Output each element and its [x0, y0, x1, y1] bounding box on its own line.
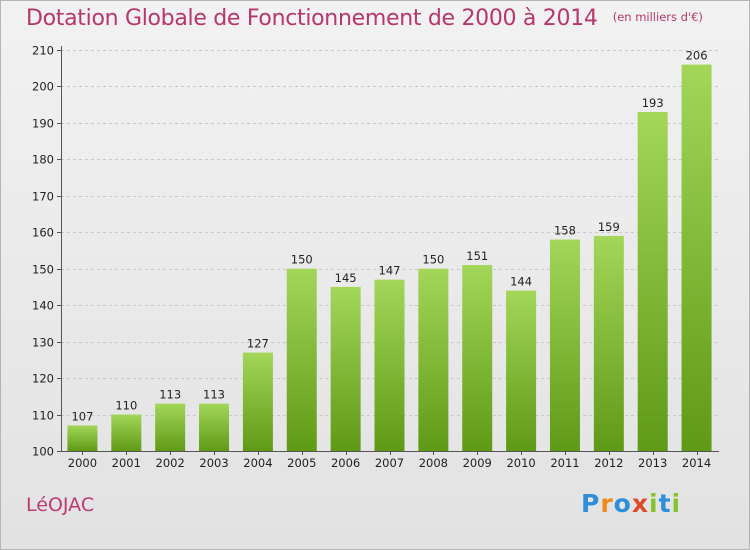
bar — [637, 111, 668, 452]
bar — [155, 403, 186, 451]
bar-value-label: 158 — [554, 224, 576, 238]
bar — [462, 265, 493, 451]
x-tick-label: 2007 — [375, 456, 404, 470]
logo-letter: r — [600, 489, 614, 518]
x-tick-label: 2011 — [550, 456, 579, 470]
logo-letter: i — [649, 489, 659, 518]
x-tick-label: 2000 — [68, 456, 97, 470]
bar-value-label: 127 — [247, 337, 269, 351]
x-tick-label: 2006 — [331, 456, 360, 470]
x-tick-label: 2009 — [463, 456, 492, 470]
y-tick-label: 190 — [32, 117, 54, 131]
bars — [67, 64, 712, 452]
x-tick-label: 2010 — [506, 456, 535, 470]
bar-value-label: 206 — [686, 49, 708, 63]
bar — [67, 425, 98, 451]
bar — [681, 64, 712, 451]
chart-title-unit: (en milliers d'€) — [612, 10, 703, 24]
logo-letter: P — [581, 489, 601, 518]
chart-title: Dotation Globale de Fonctionnement de 20… — [26, 6, 703, 31]
y-tick-label: 130 — [32, 336, 54, 350]
x-tick-label: 2008 — [419, 456, 448, 470]
bar-value-label: 147 — [379, 264, 401, 278]
y-tick-label: 150 — [32, 263, 54, 277]
y-tick-label: 140 — [32, 299, 54, 313]
y-tick-label: 100 — [32, 445, 54, 459]
commune-name: LéOJAC — [26, 494, 95, 516]
bar-value-label: 193 — [642, 96, 664, 110]
bar — [593, 235, 624, 451]
logo-letter: x — [631, 489, 649, 518]
chart-title-main: Dotation Globale de Fonctionnement de 20… — [26, 6, 598, 31]
y-tick-label: 180 — [32, 153, 54, 167]
bar — [374, 279, 405, 451]
y-tick-label: 160 — [32, 226, 54, 240]
bar-value-label: 145 — [335, 271, 357, 285]
bar — [549, 239, 580, 451]
bar-value-label: 150 — [422, 253, 444, 267]
bar — [330, 286, 361, 451]
bar — [286, 268, 317, 451]
axes — [57, 46, 719, 455]
bar-value-label: 113 — [159, 388, 181, 402]
bar-value-label: 110 — [115, 399, 137, 413]
labels: 100 110 120 130 140 150 160 170 180 190 200 210 107 2… — [32, 44, 711, 471]
bar-value-label: 150 — [291, 253, 313, 267]
bar-value-label: 113 — [203, 388, 225, 402]
x-tick-label: 2014 — [682, 456, 711, 470]
x-tick-label: 2001 — [112, 456, 141, 470]
x-tick-label: 2012 — [594, 456, 623, 470]
x-tick-label: 2003 — [199, 456, 228, 470]
y-tick-label: 210 — [32, 44, 54, 58]
bar — [242, 352, 273, 451]
bar-value-label: 107 — [71, 409, 93, 423]
bar-value-label: 144 — [510, 275, 532, 289]
logo-letter: o — [613, 489, 632, 518]
bar — [111, 414, 142, 451]
bar-value-label: 159 — [598, 220, 620, 234]
x-tick-label: 2002 — [156, 456, 185, 470]
y-tick-label: 120 — [32, 372, 54, 386]
proxiti-logo: Proxiti — [581, 489, 681, 518]
bar — [418, 268, 449, 451]
x-tick-label: 2013 — [638, 456, 667, 470]
bar — [506, 290, 537, 451]
x-tick-label: 2005 — [287, 456, 316, 470]
y-tick-label: 170 — [32, 190, 54, 204]
y-tick-label: 200 — [32, 80, 54, 94]
x-tick-label: 2004 — [243, 456, 272, 470]
bar — [199, 403, 230, 451]
logo-letter: t — [658, 489, 672, 518]
y-tick-label: 110 — [32, 409, 54, 423]
bar-value-label: 151 — [466, 249, 488, 263]
logo-letter: i — [671, 489, 682, 518]
